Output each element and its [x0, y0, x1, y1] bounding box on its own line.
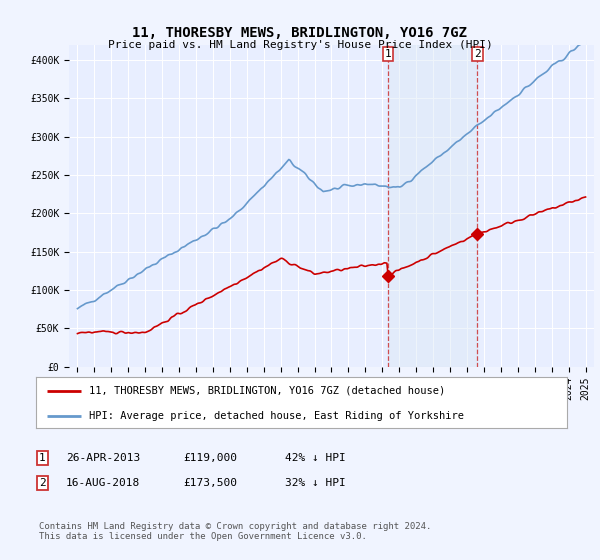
Text: 2: 2: [39, 478, 46, 488]
Text: 42% ↓ HPI: 42% ↓ HPI: [285, 452, 346, 463]
Bar: [388, 45, 478, 367]
Text: Contains HM Land Registry data © Crown copyright and database right 2024.
This d: Contains HM Land Registry data © Crown c…: [39, 522, 431, 542]
Text: HPI: Average price, detached house, East Riding of Yorkshire: HPI: Average price, detached house, East…: [89, 410, 464, 421]
Text: 2: 2: [474, 49, 481, 59]
Text: 11, THORESBY MEWS, BRIDLINGTON, YO16 7GZ: 11, THORESBY MEWS, BRIDLINGTON, YO16 7GZ: [133, 26, 467, 40]
Text: 11, THORESBY MEWS, BRIDLINGTON, YO16 7GZ (detached house): 11, THORESBY MEWS, BRIDLINGTON, YO16 7GZ…: [89, 386, 445, 396]
Text: 1: 1: [385, 49, 391, 59]
Text: 16-AUG-2018: 16-AUG-2018: [66, 478, 140, 488]
Text: Price paid vs. HM Land Registry's House Price Index (HPI): Price paid vs. HM Land Registry's House …: [107, 40, 493, 50]
Text: 1: 1: [39, 452, 46, 463]
Text: £173,500: £173,500: [183, 478, 237, 488]
Text: 32% ↓ HPI: 32% ↓ HPI: [285, 478, 346, 488]
Text: 26-APR-2013: 26-APR-2013: [66, 452, 140, 463]
Text: £119,000: £119,000: [183, 452, 237, 463]
